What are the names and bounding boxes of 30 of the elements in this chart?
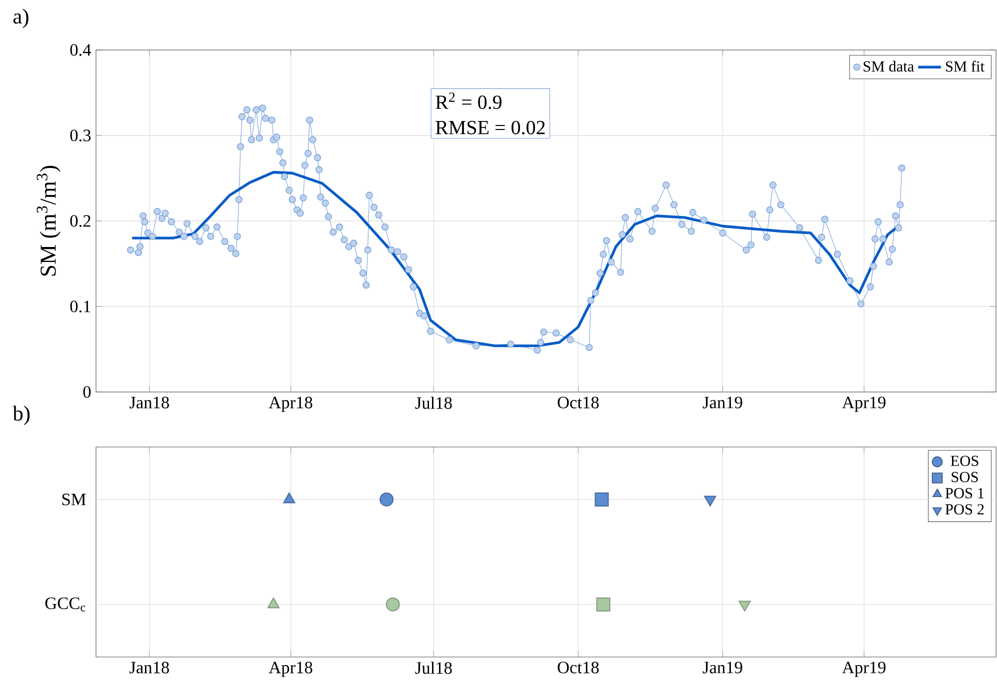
y-tick-label: 0 bbox=[83, 386, 91, 398]
legend-label: POS 2 bbox=[945, 504, 984, 514]
x-tick-label: Apr18 bbox=[268, 662, 312, 677]
y-tick-label: 0.3 bbox=[70, 130, 91, 142]
y-tick-label: 0.1 bbox=[70, 300, 90, 312]
x-tick-label: Jan18 bbox=[130, 662, 169, 674]
x-tick-label: Jul18 bbox=[415, 662, 452, 674]
legend-label: SM data bbox=[864, 60, 914, 72]
annotation: RMSE = 0.02 bbox=[436, 120, 545, 134]
x-tick-label: Apr18 bbox=[268, 396, 312, 412]
x-tick-label: Apr19 bbox=[842, 396, 886, 412]
x-tick-label: Jan19 bbox=[702, 396, 742, 408]
text: GCC$_{c}$ bbox=[45, 597, 86, 612]
x-tick-label: Apr19 bbox=[842, 662, 886, 677]
x-tick-label: Jul18 bbox=[415, 396, 452, 409]
legend-label: SOS bbox=[952, 472, 978, 482]
legend-label: SM fit bbox=[946, 60, 984, 72]
legend-label: EOS bbox=[950, 456, 978, 466]
chart-title: a) bbox=[13, 8, 28, 28]
y-tick-label: 0.4 bbox=[70, 44, 92, 56]
annotation: R$^{2}$ = 0.9 bbox=[436, 92, 502, 110]
x-tick-label: Oct18 bbox=[558, 396, 599, 408]
y-tick-label: 0.2 bbox=[70, 215, 90, 227]
text: SM bbox=[62, 494, 86, 506]
x-tick-label: Jan18 bbox=[130, 396, 169, 408]
y-axis-title: SM (m$^{3}$/m$^{3}$) bbox=[36, 166, 60, 276]
x-tick-label: Jan19 bbox=[702, 662, 742, 674]
chart-title: b) bbox=[12, 406, 30, 426]
legend-label: POS 1 bbox=[945, 488, 984, 498]
x-tick-label: Oct18 bbox=[558, 662, 599, 674]
